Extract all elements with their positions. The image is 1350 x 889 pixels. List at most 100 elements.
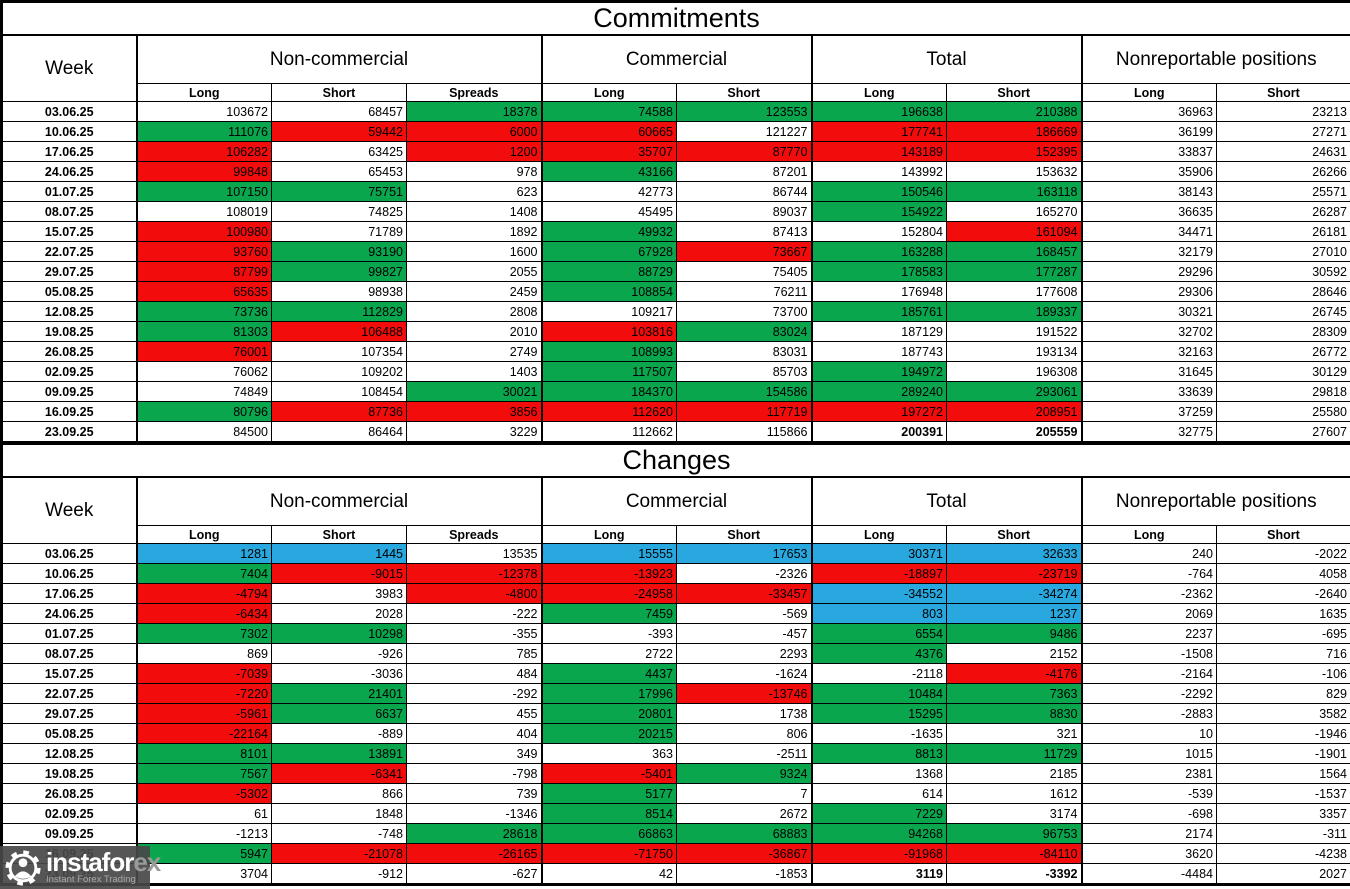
- value-cell: 349: [406, 743, 542, 764]
- value-cell: 61: [135, 803, 272, 824]
- value-cell: -539: [1080, 783, 1217, 804]
- value-cell: 27010: [1216, 241, 1350, 262]
- value-cell: 106282: [135, 141, 272, 162]
- sub-header-row: Long Short Spreads Long Short Long Short…: [2, 83, 1350, 102]
- value-cell: -26165: [406, 843, 542, 864]
- value-cell: 15555: [540, 543, 677, 564]
- value-cell: 76001: [135, 341, 272, 362]
- table-row: 15.07.25 100980 71789 1892 49932 87413 152804 1…: [1, 221, 1350, 242]
- value-cell: 1892: [406, 221, 542, 242]
- value-cell: -34552: [810, 583, 947, 604]
- week-cell: 08.07.25: [1, 643, 137, 664]
- table-row: 17.06.25 106282 63425 1200 35707 87770 143189 1…: [1, 141, 1350, 162]
- value-cell: 32163: [1080, 341, 1217, 362]
- group-header-non-commercial: Non-commercial: [135, 34, 542, 84]
- value-cell: -34274: [946, 583, 1082, 604]
- value-cell: -5961: [135, 703, 272, 724]
- value-cell: 165270: [946, 201, 1082, 222]
- value-cell: 29818: [1216, 381, 1350, 402]
- value-cell: 4376: [810, 643, 947, 664]
- value-cell: 76062: [135, 361, 272, 382]
- section-title-changes: Changes: [1, 441, 1350, 478]
- col-header-short: Short: [1216, 525, 1350, 544]
- value-cell: -698: [1080, 803, 1217, 824]
- value-cell: 240: [1080, 543, 1217, 564]
- value-cell: 2808: [406, 301, 542, 322]
- table-row: 23.09.253704-912-62742-18533119-3392-448…: [1, 863, 1350, 885]
- value-cell: 404: [406, 723, 542, 744]
- value-cell: 163118: [946, 181, 1082, 202]
- value-cell: -569: [676, 603, 812, 624]
- col-header-long: Long: [1080, 83, 1217, 102]
- value-cell: -4176: [946, 663, 1082, 684]
- value-cell: -33457: [676, 583, 812, 604]
- week-cell: 17.06.25: [1, 141, 137, 162]
- week-cell: 12.08.25: [1, 301, 137, 322]
- value-cell: -355: [406, 623, 542, 644]
- value-cell: 109217: [540, 301, 677, 322]
- value-cell: -13746: [676, 683, 812, 704]
- value-cell: 108019: [135, 201, 272, 222]
- table-row: 09.09.25 74849 108454 30021 184370 154586 2892…: [1, 381, 1350, 402]
- value-cell: -91968: [810, 843, 947, 864]
- value-cell: 2185: [946, 763, 1082, 784]
- value-cell: 6000: [406, 121, 542, 142]
- watermark-text: instaforex Instant Forex Trading: [46, 847, 161, 885]
- value-cell: 65635: [135, 281, 272, 302]
- value-cell: 13891: [271, 743, 407, 764]
- instaforex-gear-icon: [5, 849, 41, 886]
- value-cell: 49932: [540, 221, 677, 242]
- value-cell: 27271: [1216, 121, 1350, 142]
- value-cell: 196308: [946, 361, 1082, 382]
- table-row: 19.08.25 7567 -6341 -798 -5401 9324 1368 2185 23…: [1, 763, 1350, 784]
- col-header-spreads: Spreads: [406, 83, 542, 102]
- week-cell: 22.07.25: [1, 683, 137, 704]
- value-cell: 26772: [1216, 341, 1350, 362]
- value-cell: 15295: [810, 703, 947, 724]
- value-cell: 112662: [540, 421, 677, 444]
- value-cell: 115866: [676, 421, 812, 444]
- value-cell: 8813: [810, 743, 947, 764]
- week-cell: 02.09.25: [1, 361, 137, 382]
- week-cell: 26.08.25: [1, 341, 137, 362]
- value-cell: -3392: [946, 863, 1082, 885]
- week-column-header: Week: [1, 34, 137, 102]
- col-header-short: Short: [1216, 83, 1350, 102]
- value-cell: 178583: [810, 261, 947, 282]
- value-cell: 42773: [540, 181, 677, 202]
- value-cell: 28646: [1216, 281, 1350, 302]
- value-cell: 7363: [946, 683, 1082, 704]
- table-row: 22.07.25 93760 93190 1600 67928 73667 163288 16…: [1, 241, 1350, 262]
- value-cell: 9324: [676, 763, 812, 784]
- value-cell: 3582: [1216, 703, 1350, 724]
- value-cell: 153632: [946, 161, 1082, 182]
- value-cell: 321: [946, 723, 1082, 744]
- group-header-nonreportable-positions: Nonreportable positions: [1080, 34, 1350, 84]
- value-cell: 73700: [676, 301, 812, 322]
- value-cell: -222: [406, 603, 542, 624]
- value-cell: -393: [540, 623, 677, 644]
- value-cell: 26287: [1216, 201, 1350, 222]
- week-cell: 29.07.25: [1, 703, 137, 724]
- value-cell: 93760: [135, 241, 272, 262]
- table-row: 08.07.25 108019 74825 1408 45495 89037 154922 1…: [1, 201, 1350, 222]
- value-cell: 66863: [540, 823, 677, 844]
- value-cell: 42: [540, 863, 677, 885]
- value-cell: 32179: [1080, 241, 1217, 262]
- value-cell: 1281: [135, 543, 272, 564]
- value-cell: 189337: [946, 301, 1082, 322]
- value-cell: 29296: [1080, 261, 1217, 282]
- group-header-commercial: Commercial: [540, 34, 812, 84]
- week-cell: 08.07.25: [1, 201, 137, 222]
- value-cell: 3229: [406, 421, 542, 444]
- value-cell: 20801: [540, 703, 677, 724]
- value-cell: -311: [1216, 823, 1350, 844]
- week-cell: 29.07.25: [1, 261, 137, 282]
- col-header-long: Long: [135, 525, 272, 544]
- commitments-header: Commitments Week Non-commercial Commerci…: [1, 1, 1350, 102]
- table-row: 05.08.25 65635 98938 2459 108854 76211 176948 1…: [1, 281, 1350, 302]
- watermark-brand-main: instafor: [46, 847, 134, 878]
- value-cell: 26266: [1216, 161, 1350, 182]
- value-cell: 87413: [676, 221, 812, 242]
- table-row: 12.08.25 8101 13891 349 363 -2511 8813 11729 101…: [1, 743, 1350, 764]
